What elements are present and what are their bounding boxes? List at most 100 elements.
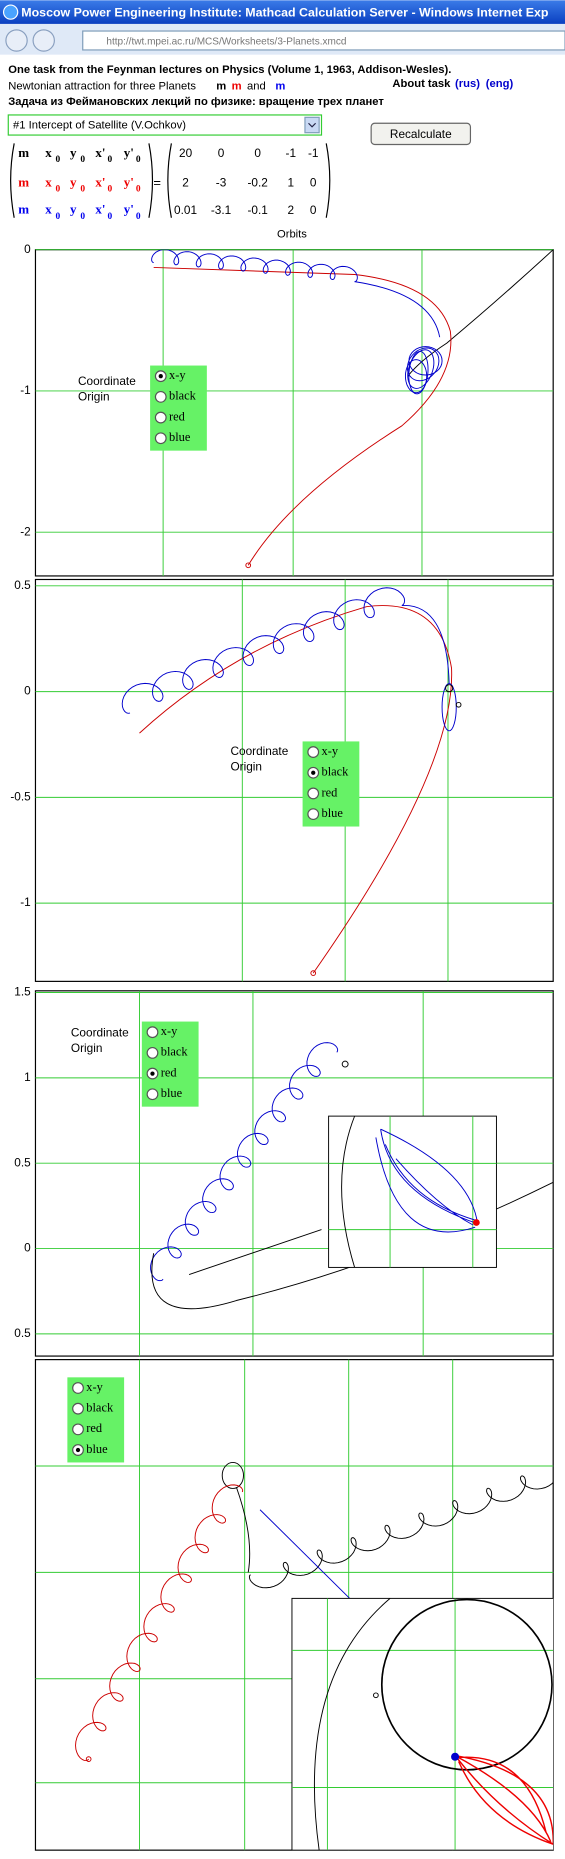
matrix-subscript: 0	[108, 212, 113, 222]
about-label: About task	[392, 78, 451, 90]
radio-dot	[75, 1447, 81, 1453]
radio-label: blue	[86, 1442, 108, 1456]
header-line: One task from the Feynman lectures on Ph…	[8, 64, 451, 76]
recalculate-button[interactable]	[370, 122, 472, 146]
radio-button[interactable]	[146, 1088, 159, 1101]
matrix-subscript: 0	[56, 212, 61, 222]
matrix-label: m	[18, 175, 29, 190]
matrix-subscript: 0	[108, 185, 113, 195]
plot3-curves	[150, 1042, 554, 1310]
radio-label: black	[322, 765, 350, 779]
y-tick-label: 1.5	[14, 985, 31, 999]
paren	[167, 143, 172, 218]
back-button[interactable]	[5, 29, 28, 52]
blue-orbit	[354, 281, 441, 338]
radio-label: blue	[169, 430, 191, 444]
black-body	[445, 684, 454, 693]
red-orbit	[153, 266, 452, 566]
radio-label: red	[161, 1065, 178, 1079]
radio-button[interactable]	[154, 432, 167, 445]
planet-m: m	[275, 81, 285, 93]
matrix-label: y'	[124, 202, 134, 217]
black-arc	[314, 1598, 391, 1851]
matrix-value: -3	[216, 176, 227, 190]
title-bar	[0, 0, 565, 24]
task-select[interactable]	[7, 114, 323, 136]
matrix-label: x'	[95, 175, 105, 190]
matrix-label: y	[70, 202, 77, 217]
matrix-subscript: 0	[56, 185, 61, 195]
matrix-label: m	[18, 202, 29, 217]
y-tick-label: 0.5	[14, 1326, 31, 1340]
radio-label: x-y	[161, 1024, 178, 1038]
equals: =	[153, 175, 161, 190]
radio-button[interactable]	[72, 1402, 84, 1415]
black-loop	[221, 1461, 244, 1489]
link-rus[interactable]: (rus)	[455, 78, 480, 90]
matrix-label: y	[70, 175, 77, 190]
red-start	[310, 970, 317, 976]
radio-button[interactable]	[72, 1382, 84, 1394]
matrix-value: 2	[182, 176, 189, 190]
matrix-label: x	[45, 202, 52, 217]
y-tick-label: 0.5	[14, 1155, 31, 1169]
radio-button[interactable]	[154, 390, 167, 403]
black-orbit	[407, 249, 554, 377]
matrix-value: 0	[310, 203, 317, 217]
pointer-line	[188, 1229, 322, 1275]
radio-dot	[311, 770, 316, 775]
matrix-label: x'	[95, 145, 105, 160]
radio-button[interactable]	[307, 746, 320, 758]
matrix-value: 20	[179, 146, 193, 160]
radio-dot	[150, 1071, 155, 1076]
radio-label: x-y	[322, 744, 339, 758]
matrix-value: -1	[308, 146, 319, 160]
planet-m: m	[216, 81, 226, 93]
annotation: Origin	[71, 1041, 103, 1055]
paren	[10, 143, 15, 218]
red-orbit	[75, 1484, 244, 1762]
radio-button[interactable]	[146, 1026, 159, 1039]
planet-m: m	[232, 81, 242, 93]
radio-label: red	[86, 1421, 103, 1435]
plot-title: Orbits	[277, 228, 307, 240]
radio-label: red	[169, 409, 186, 423]
blue-loop	[441, 683, 457, 732]
radio-button[interactable]	[146, 1046, 159, 1059]
matrix-value: 0	[310, 176, 317, 190]
inset	[328, 1115, 497, 1268]
annotation: Origin	[230, 760, 262, 774]
matrix-subscript: 0	[136, 185, 141, 195]
y-tick-label: 0	[24, 1241, 31, 1255]
annotation: Coordinate	[230, 744, 288, 758]
annotation: Coordinate	[71, 1026, 129, 1040]
matrix-subscript: 0	[56, 155, 61, 165]
y-tick-label: -1	[20, 383, 31, 397]
matrix-subscript: 0	[80, 185, 85, 195]
forward-button[interactable]	[32, 29, 55, 52]
radio-button[interactable]	[307, 808, 320, 821]
matrix-subscript: 0	[136, 155, 141, 165]
address-text: http://twt.mpei.ac.ru/MCS/Worksheets/3-P…	[106, 36, 346, 47]
annotation: Origin	[78, 390, 110, 404]
radio-button[interactable]	[154, 411, 167, 424]
radio-button[interactable]	[72, 1423, 84, 1436]
y-tick-label: 0	[24, 242, 31, 256]
body	[373, 1692, 379, 1699]
dropdown-arrow[interactable]	[304, 116, 320, 134]
plot4-curves	[75, 1461, 554, 1851]
matrix-subscript: 0	[80, 155, 85, 165]
button-text: Recalculate	[390, 127, 452, 141]
black-body	[455, 701, 462, 708]
matrix-label: m	[18, 145, 29, 160]
blue-loops	[404, 346, 443, 395]
address-bar[interactable]	[82, 30, 565, 51]
blue-dot	[451, 1752, 460, 1761]
radio-label: x-y	[169, 368, 186, 382]
plot2-curves	[121, 587, 462, 976]
radio-button[interactable]	[307, 787, 320, 800]
curves	[75, 249, 554, 1851]
link-eng[interactable]: (eng)	[486, 78, 514, 90]
ie-icon	[2, 4, 19, 20]
